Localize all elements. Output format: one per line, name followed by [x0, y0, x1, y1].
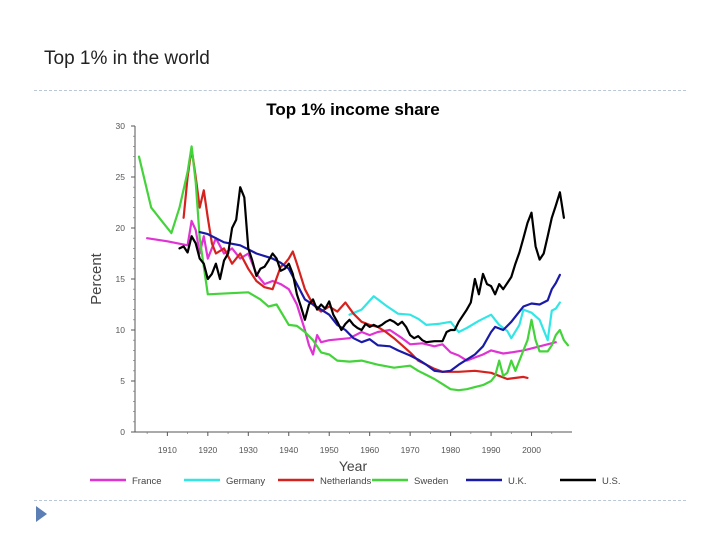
legend-label-netherlands: Netherlands — [320, 476, 371, 487]
y-axis-label: Percent — [88, 252, 105, 305]
y-tick-label: 0 — [120, 427, 125, 437]
x-tick-label: 1920 — [198, 445, 217, 455]
y-tick-label: 5 — [120, 376, 125, 386]
x-tick-label: 1930 — [239, 445, 258, 455]
x-tick-label: 1910 — [158, 445, 177, 455]
x-tick-label: 1960 — [360, 445, 379, 455]
y-tick-label: 10 — [116, 325, 126, 335]
x-tick-label: 1970 — [401, 445, 420, 455]
legend-label-u-s: U.S. — [602, 476, 620, 487]
x-tick-label: 1950 — [320, 445, 339, 455]
series-line-netherlands — [182, 147, 529, 381]
x-axis-label: Year — [339, 458, 368, 474]
bottom-separator — [34, 500, 686, 501]
series-lines — [137, 145, 570, 392]
y-tick-label: 30 — [116, 121, 126, 131]
legend-label-germany: Germany — [226, 476, 265, 487]
top-separator — [34, 90, 686, 91]
y-tick-label: 25 — [116, 172, 126, 182]
legend-label-france: France — [132, 476, 162, 487]
legend-label-sweden: Sweden — [414, 476, 448, 487]
x-tick-label: 1990 — [482, 445, 501, 455]
y-tick-label: 15 — [116, 274, 126, 284]
axes: 0 5 10 15 20 25 30 1910 1920 1930 1940 1950 1960 1970… — [116, 121, 572, 455]
series-line-u-k — [198, 231, 561, 373]
legend: France Germany Netherlands Sweden U.K. U.S. — [90, 476, 620, 487]
x-tick-label: 1980 — [441, 445, 460, 455]
series-line-sweden — [137, 145, 570, 392]
legend-label-u-k: U.K. — [508, 476, 526, 487]
series-line-germany — [348, 295, 561, 342]
y-tick-label: 20 — [116, 223, 126, 233]
chart-title: Top 1% income share — [266, 100, 440, 119]
bullet-arrow-icon — [36, 506, 47, 522]
x-tick-label: 2000 — [522, 445, 541, 455]
series-line-u-s — [178, 186, 565, 344]
x-tick-label: 1940 — [279, 445, 298, 455]
slide-title: Top 1% in the world — [44, 48, 210, 69]
